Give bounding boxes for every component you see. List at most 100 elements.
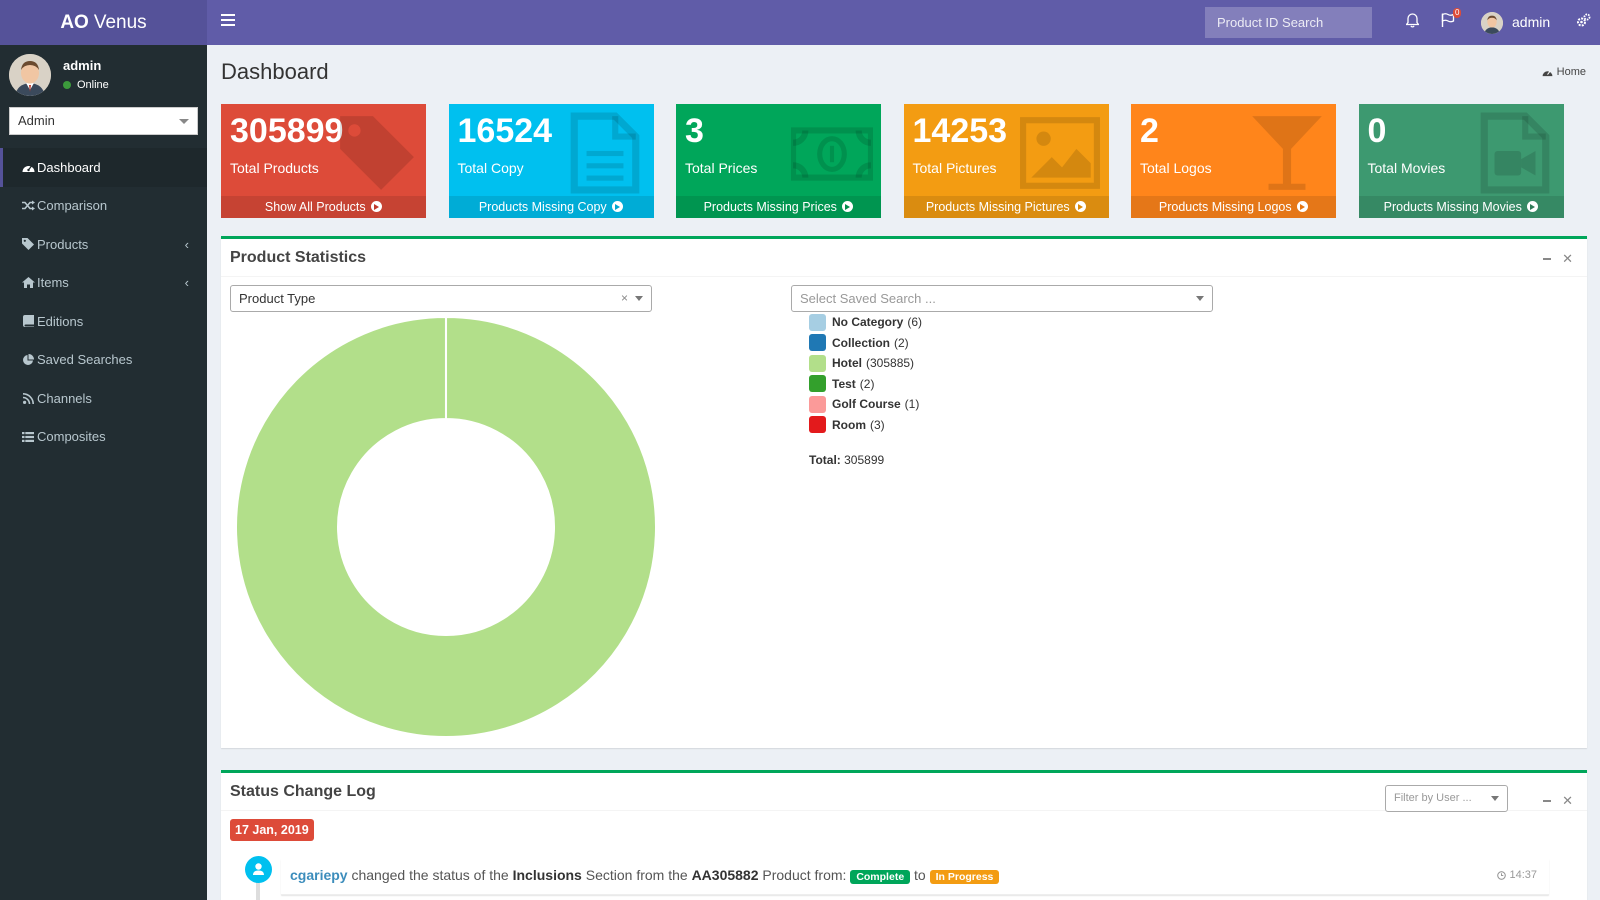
product-type-donut-chart (235, 315, 657, 738)
legend-count: (2) (859, 376, 875, 391)
total-value: 305899 (844, 453, 885, 467)
role-select[interactable]: Admin (9, 107, 198, 135)
legend-item[interactable]: Collection (2) (809, 333, 922, 354)
stat-value: 305899 (230, 112, 344, 150)
sidebar-item-items[interactable]: Items ‹ (0, 264, 207, 303)
legend-item[interactable]: Hotel (305885) (809, 353, 922, 374)
dashboard-icon (1542, 70, 1553, 76)
legend-item[interactable]: Golf Course (1) (809, 394, 922, 415)
topbar-user-name[interactable]: admin (1512, 14, 1551, 30)
bell-icon[interactable] (1405, 13, 1420, 33)
legend-item[interactable]: No Category (6) (809, 312, 922, 333)
saved-search-select[interactable]: Select Saved Search ... (791, 285, 1213, 312)
legend-item[interactable]: Room (3) (809, 415, 922, 436)
glass-icon (1252, 116, 1322, 190)
product-type-select[interactable]: Product Type × (230, 285, 652, 312)
sidebar-item-saved-searches[interactable]: Saved Searches (0, 341, 207, 380)
products-missing-copy-link[interactable]: Products Missing Copy (448, 196, 654, 218)
user-icon (245, 856, 272, 883)
chevron-left-icon: ‹ (184, 236, 189, 252)
timeline-product-id: AA305882 (691, 867, 759, 883)
timeline-section-name: Inclusions (512, 867, 582, 883)
timeline-text-part: changed the status of the (351, 867, 509, 883)
legend-count: (3) (870, 417, 885, 432)
status-to-badge: In Progress (929, 870, 1000, 884)
sidebar-item-label: Items (37, 275, 69, 291)
logo-light: Venus (93, 11, 147, 33)
products-missing-pictures-link[interactable]: Products Missing Pictures (903, 196, 1109, 218)
panel-header: Status Change Log Filter by User ... ✕ (221, 773, 1587, 812)
products-missing-logos-link[interactable]: Products Missing Logos (1131, 196, 1336, 218)
app-logo[interactable]: AO Venus (0, 0, 207, 45)
stat-label: Total Movies (1367, 160, 1446, 176)
breadcrumb-home[interactable]: Home (1556, 66, 1586, 78)
clear-icon[interactable]: × (620, 291, 628, 305)
panel-tools: ✕ (1543, 793, 1573, 809)
timeline-time-value: 14:37 (1509, 869, 1537, 881)
legend-count: (305885) (866, 356, 915, 371)
timeline-user-link[interactable]: cgariepy (290, 867, 348, 883)
stat-label: Total Copy (457, 160, 524, 176)
minimize-icon[interactable] (1543, 800, 1552, 802)
stat-footer-label: Show All Products (264, 200, 366, 214)
legend-item[interactable]: Test (2) (809, 374, 922, 395)
gears-icon[interactable] (1576, 13, 1591, 33)
stat-footer-label: Products Missing Logos (1158, 200, 1292, 214)
filter-by-user-select[interactable]: Filter by User ... (1385, 785, 1508, 812)
filter-by-user-placeholder: Filter by User ... (1394, 792, 1472, 804)
random-icon (19, 200, 37, 211)
tag-icon (19, 238, 37, 251)
stat-label: Total Prices (685, 160, 758, 176)
product-id-search-input[interactable] (1205, 7, 1372, 38)
avatar[interactable] (1481, 12, 1503, 34)
legend-swatch (809, 334, 826, 352)
sidebar-item-composites[interactable]: Composites (0, 418, 207, 457)
timeline-text-part: to (914, 867, 926, 883)
legend-name: Test (832, 376, 856, 391)
sidebar-item-channels[interactable]: Channels (0, 379, 207, 418)
sidebar-item-label: Comparison (37, 198, 108, 214)
stat-footer-label: Products Missing Copy (478, 200, 607, 214)
stat-value: 0 (1367, 112, 1387, 150)
legend-swatch (809, 354, 826, 372)
sidebar-item-comparison[interactable]: Comparison (0, 187, 207, 226)
sidebar-nav: Dashboard Comparison Products ‹ Items ‹ (0, 148, 207, 456)
saved-search-placeholder: Select Saved Search ... (800, 291, 936, 306)
stat-footer-label: Products Missing Prices (703, 200, 837, 214)
sidebar-item-editions[interactable]: Editions (0, 302, 207, 341)
picture-icon (1019, 117, 1100, 189)
show-all-products-link[interactable]: Show All Products (221, 196, 426, 218)
menu-toggle-icon[interactable] (221, 14, 235, 28)
timeline-text-part: Product from: (762, 867, 847, 883)
legend-swatch (809, 313, 826, 331)
panel-tools: ✕ (1543, 251, 1573, 267)
products-missing-movies-link[interactable]: Products Missing Movies (1358, 196, 1564, 218)
avatar (9, 54, 51, 96)
breadcrumb[interactable]: Home (1542, 66, 1586, 78)
sidebar: AO Venus admin Online Admin Da (0, 0, 207, 900)
sidebar-item-dashboard[interactable]: Dashboard (0, 148, 207, 187)
home-icon (19, 277, 37, 289)
products-missing-prices-link[interactable]: Products Missing Prices (676, 196, 881, 218)
legend-name: Golf Course (832, 397, 901, 412)
user-name: admin (63, 58, 102, 73)
legend-count: (6) (907, 315, 923, 330)
sidebar-item-products[interactable]: Products ‹ (0, 225, 207, 264)
donut-slice[interactable] (235, 315, 657, 738)
total-label: Total: (809, 453, 841, 467)
close-icon[interactable]: ✕ (1562, 251, 1573, 266)
file-text-icon (570, 112, 639, 194)
user-avatar-icon (9, 54, 51, 96)
stat-box-total-prices: 3 Total Prices Products Missing Prices (676, 104, 881, 218)
legend-name: Hotel (832, 356, 862, 371)
page-title: Dashboard (221, 59, 329, 84)
legend-count: (1) (904, 397, 920, 412)
sidebar-item-label: Composites (37, 429, 106, 445)
main-content: Dashboard Home 305899 Total Products Sho… (207, 45, 1600, 900)
close-icon[interactable]: ✕ (1562, 793, 1573, 808)
minimize-icon[interactable] (1543, 258, 1552, 260)
flag-count-badge: 0 (1453, 8, 1462, 18)
chevron-left-icon: ‹ (184, 275, 189, 291)
legend-swatch (809, 395, 826, 413)
flag-icon[interactable] (1441, 13, 1455, 32)
